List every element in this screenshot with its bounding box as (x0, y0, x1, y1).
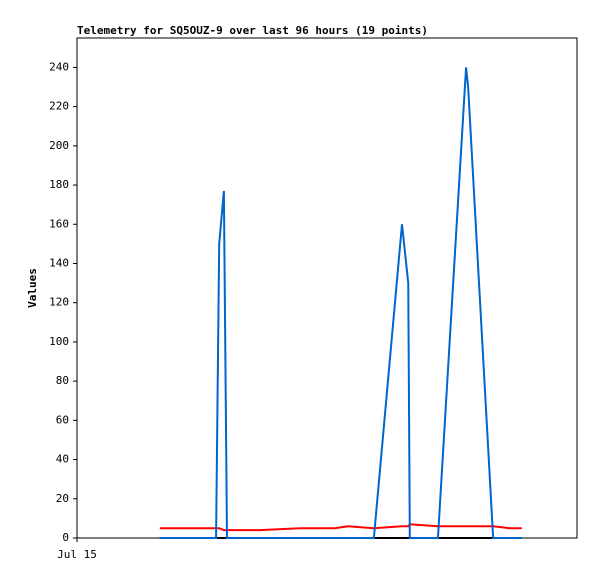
plot-frame (76, 37, 578, 539)
y-tick-label: 40 (56, 453, 69, 466)
y-tick-label: 180 (49, 178, 69, 191)
y-tick-label: 240 (49, 60, 69, 73)
y-tick-label: 200 (49, 139, 69, 152)
y-tick-label: 160 (49, 217, 69, 230)
y-tick-label: 120 (49, 296, 69, 309)
y-tick-label: 60 (56, 413, 69, 426)
y-tick-label: 80 (56, 374, 69, 387)
y-tick-label: 140 (49, 256, 69, 269)
chart-title: Telemetry for SQ5OUZ-9 over last 96 hour… (77, 24, 428, 37)
series-line (159, 523, 522, 532)
y-axis-label: Values (26, 268, 39, 308)
y-tick-label: 0 (62, 531, 69, 544)
y-tick-label: 20 (56, 492, 69, 505)
x-tick-label: Jul 15 (57, 548, 97, 561)
y-tick-label: 100 (49, 335, 69, 348)
series-line (159, 67, 522, 539)
y-tick-label: 220 (49, 100, 69, 113)
